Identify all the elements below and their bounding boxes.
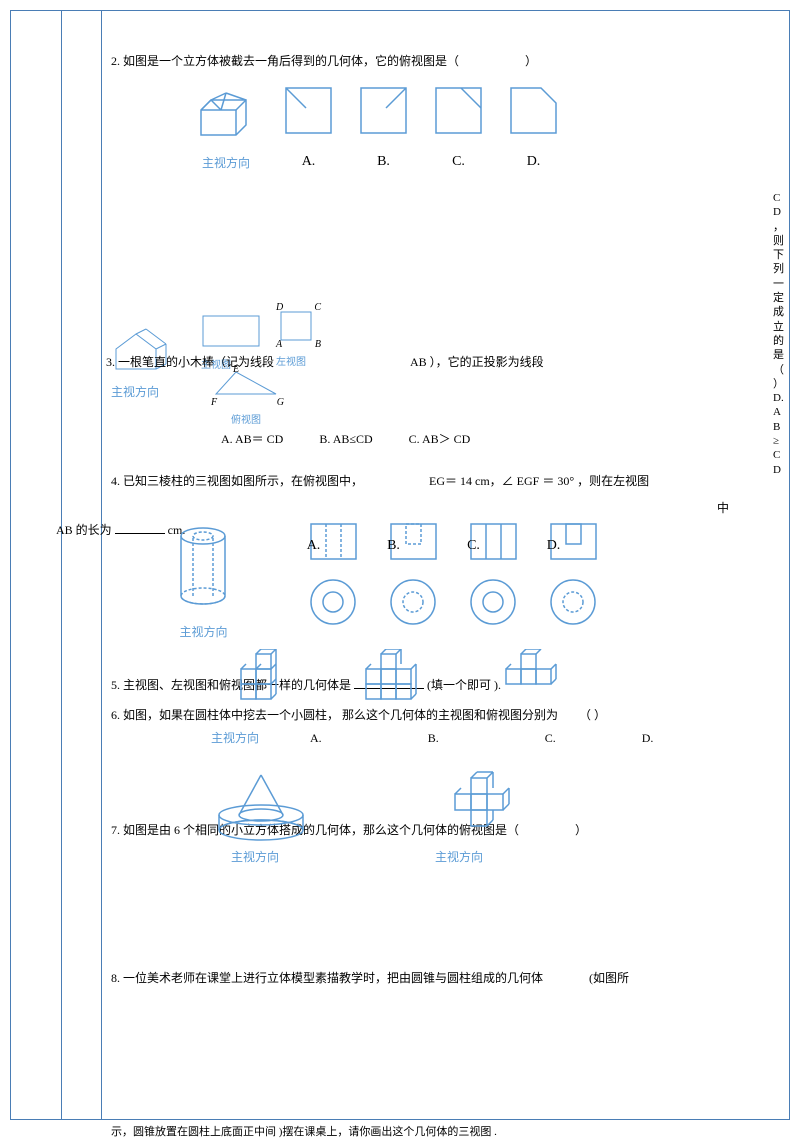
q4-blank (115, 519, 165, 534)
q3-topview: E F G 俯视图 (211, 369, 281, 430)
q56-cubes (231, 649, 561, 712)
q2-option-d: D. (506, 83, 561, 175)
q3-mid: AB ），它的正投影为线段 (410, 355, 544, 369)
q8-text: 8. 一位美术老师在课堂上进行立体模型素描教学时，把由圆锥与圆柱组成的几何体 (111, 971, 543, 985)
margin-column-1 (11, 11, 62, 1119)
q4-lb: B. (366, 533, 421, 558)
q4-la: A. (286, 533, 341, 558)
q2-option-b: B. (356, 83, 411, 175)
q2-option-c: C. (431, 83, 486, 175)
q6-ld: D. (642, 731, 654, 745)
q6-lb: B. (428, 731, 439, 745)
q2-label-d: D. (506, 149, 561, 174)
q4-option-d: D. (546, 519, 601, 663)
q4-ab: AB 的长为 (56, 523, 112, 537)
margin-column-2 (61, 11, 102, 1119)
question-2: 2. 如图是一个立方体被截去一角后得到的几何体，它的俯视图是（ ） 主视方向 (111, 51, 779, 174)
q7-dir2: 主视方向 (435, 850, 483, 864)
question-5-6: 5. 主视图、左视图和俯视图都一样的几何体是 (填一个即可 ). 6. 如图，如… (111, 674, 779, 750)
q4-zhong: 中 (717, 498, 729, 520)
q3-choices: A. AB＝ CD B. AB≤CD C. AB＞ CD (111, 429, 779, 451)
q3-pre: 3. 一根笔直的小木棒（记为线段 (106, 355, 274, 369)
q4-option-a: A. (306, 519, 361, 663)
q4-option-c: C. (466, 519, 521, 663)
q2-option-a: A. (281, 83, 336, 175)
cubes-b (356, 649, 431, 712)
q6-la: A. (310, 731, 322, 745)
cubes-a (231, 649, 291, 712)
worksheet-page: 2. 如图是一个立方体被截去一角后得到的几何体，它的俯视图是（ ） 主视方向 (10, 10, 790, 1120)
q2-label-c: C. (431, 149, 486, 174)
q3-choice-c: C. AB＞ CD (409, 432, 471, 446)
q3-dir: 主视方向 (111, 382, 171, 404)
q7-cubes (441, 770, 531, 848)
q3-choice-a: A. AB＝ CD (221, 432, 283, 446)
content-area: 2. 如图是一个立方体被截去一角后得到的几何体，它的俯视图是（ ） 主视方向 (111, 21, 779, 1109)
q4-mid: EG＝ 14 cm，∠ EGF ＝ 30° (429, 474, 574, 488)
q4-end: ，则在左视图 (577, 474, 649, 488)
q4-lc: C. (446, 533, 501, 558)
footer-text: 示，圆锥放置在圆柱上底面正中间 )摆在课桌上，请你画出这个几何体的三视图 . (111, 1123, 497, 1139)
question-3: 主视方向 主视图 D C A B 左视图 (111, 304, 779, 451)
q7-cone-cyl (211, 770, 311, 853)
q2-diagrams: 主视方向 A. B. C. D. (111, 83, 779, 175)
q6-dir: 主视方向 (211, 731, 259, 745)
q4-ld: D. (526, 533, 581, 558)
q8-hint: (如图所 (589, 971, 629, 985)
q3-top-label: 俯视图 (211, 412, 281, 430)
q2-text: 2. 如图是一个立方体被截去一角后得到的几何体，它的俯视图是（ (111, 54, 459, 68)
q4-options: A. B. C. D. (306, 519, 601, 663)
q4-option-b: B. (386, 519, 441, 663)
q3-choice-b: B. AB≤CD (319, 432, 372, 446)
q2-label-a: A. (281, 149, 336, 174)
q6-paren: （ ） (579, 708, 606, 722)
q4-cylinder: 主视方向 (176, 524, 231, 643)
q4-dir: 主视方向 (176, 622, 231, 644)
q4-pre: 4. 已知三棱柱的三视图如图所示，在俯视图中， (111, 474, 363, 488)
question-7: 7. 如图是由 6 个相同的小立方体搭成的几何体，那么这个几何体的俯视图是（ ）… (111, 820, 779, 868)
q2-paren: ） (525, 54, 537, 68)
q6-lc: C. (545, 731, 556, 745)
q2-dir-label: 主视方向 (191, 153, 261, 175)
question-4: 4. 已知三棱柱的三视图如图所示，在俯视图中， EG＝ 14 cm，∠ EGF … (111, 471, 779, 649)
q2-solid: 主视方向 (191, 85, 261, 174)
q7-paren: ） (575, 823, 587, 837)
cubes-c (496, 649, 561, 712)
question-8: 8. 一位美术老师在课堂上进行立体模型素描教学时，把由圆锥与圆柱组成的几何体 (… (111, 968, 779, 990)
q2-label-b: B. (356, 149, 411, 174)
